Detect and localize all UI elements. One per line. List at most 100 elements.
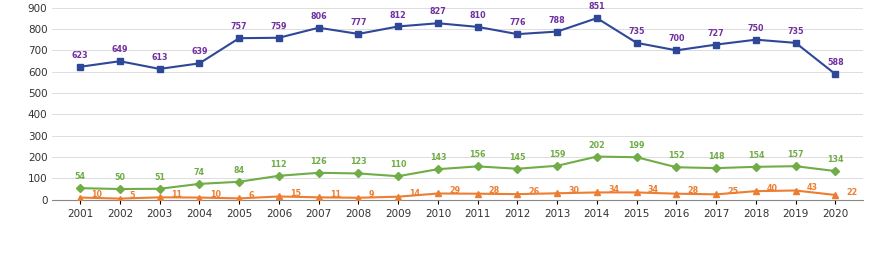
Line: Toraco addominale: Toraco addominale [78,188,838,201]
Torace [512,167,522,170]
Text: 43: 43 [807,183,818,192]
Torace [274,174,284,177]
Addome [830,73,841,76]
Torace [631,156,642,159]
Addome [751,38,761,41]
Text: 123: 123 [350,157,367,166]
Text: 827: 827 [430,7,446,16]
Toraco addominale [115,197,126,200]
Addome [353,33,364,36]
Toraco addominale [830,194,841,197]
Toraco addominale [234,197,244,200]
Addome [274,36,284,39]
Torace [75,187,85,190]
Text: 30: 30 [569,186,579,195]
Toraco addominale [154,196,165,199]
Text: 159: 159 [549,150,565,159]
Addome [552,30,562,33]
Toraco addominale [353,196,364,199]
Toraco addominale [473,192,483,195]
Text: 735: 735 [629,27,645,36]
Text: 157: 157 [787,150,804,159]
Text: 777: 777 [351,18,366,27]
Torace [830,169,841,173]
Toraco addominale [512,193,522,196]
Torace [791,165,801,168]
Toraco addominale [552,192,562,195]
Text: 34: 34 [648,185,659,194]
Toraco addominale [671,192,682,195]
Toraco addominale [313,196,324,199]
Addome [473,25,483,28]
Addome [115,60,126,63]
Torace [234,180,244,183]
Addome [313,26,324,29]
Text: 757: 757 [231,22,248,31]
Text: 11: 11 [171,190,181,199]
Text: 126: 126 [310,157,327,166]
Toraco addominale [631,191,642,194]
Text: 145: 145 [509,153,526,162]
Text: 727: 727 [708,29,725,38]
Torace [711,167,721,170]
Text: 50: 50 [114,173,126,182]
Text: 649: 649 [112,45,128,54]
Text: 806: 806 [310,12,327,21]
Toraco addominale [592,191,603,194]
Text: 26: 26 [528,187,540,196]
Toraco addominale [711,193,721,196]
Torace [393,175,404,178]
Addome [671,49,682,52]
Torace [194,182,205,185]
Addome [791,41,801,45]
Torace [473,165,483,168]
Text: 735: 735 [787,27,804,36]
Torace [353,172,364,175]
Torace [433,168,443,171]
Addome [234,37,244,40]
Toraco addominale [194,196,205,199]
Text: 11: 11 [330,190,341,199]
Text: 54: 54 [75,172,85,181]
Text: 28: 28 [489,186,500,195]
Addome [592,17,603,20]
Addome [75,65,85,68]
Addome [393,25,404,28]
Text: 623: 623 [72,51,88,60]
Text: 639: 639 [191,47,208,56]
Addome [194,62,205,65]
Torace [154,187,165,190]
Text: 851: 851 [589,2,605,11]
Torace [592,155,603,158]
Addome [631,41,642,45]
Text: 588: 588 [827,58,844,67]
Text: 613: 613 [152,53,168,62]
Text: 34: 34 [608,185,619,194]
Text: 29: 29 [449,186,460,195]
Addome [512,33,522,36]
Addome [154,67,165,70]
Line: Torace: Torace [78,154,838,192]
Toraco addominale [393,195,404,198]
Text: 700: 700 [668,34,685,44]
Text: 74: 74 [194,168,205,177]
Text: 199: 199 [629,141,645,150]
Text: 40: 40 [767,184,778,193]
Toraco addominale [433,192,443,195]
Torace [313,171,324,174]
Text: 25: 25 [727,187,739,196]
Text: 776: 776 [509,18,526,27]
Text: 15: 15 [290,189,301,198]
Text: 202: 202 [589,141,605,150]
Text: 143: 143 [430,153,446,162]
Text: 84: 84 [234,166,245,175]
Text: 156: 156 [469,151,486,159]
Toraco addominale [751,190,761,193]
Text: 10: 10 [210,190,221,199]
Text: 810: 810 [469,11,486,20]
Text: 51: 51 [154,173,165,182]
Text: 110: 110 [390,160,406,169]
Text: 28: 28 [687,186,698,195]
Text: 759: 759 [270,22,287,31]
Addome [711,43,721,46]
